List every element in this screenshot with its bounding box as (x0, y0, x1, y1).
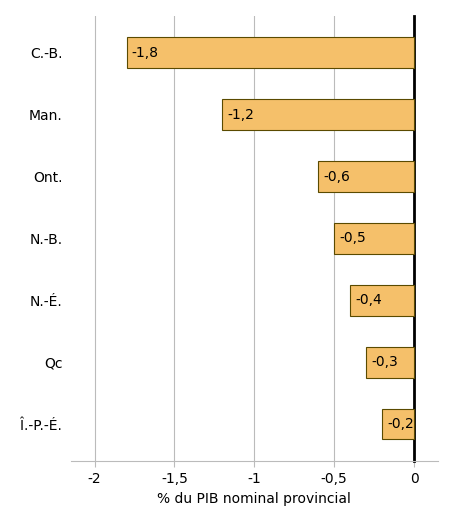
Bar (222, 99, 414, 130)
X-axis label: % du PIB nominal provincial: % du PIB nominal provincial (157, 492, 351, 506)
Bar (366, 347, 414, 378)
Text: -0,5: -0,5 (339, 232, 366, 245)
Bar (318, 161, 414, 192)
Bar (334, 223, 414, 254)
Text: -0,3: -0,3 (371, 355, 398, 369)
Text: -1,8: -1,8 (131, 46, 158, 60)
Bar (382, 409, 414, 440)
Text: -0,2: -0,2 (387, 417, 414, 431)
Text: -1,2: -1,2 (227, 108, 254, 122)
Bar (350, 285, 414, 316)
Text: -0,4: -0,4 (355, 293, 382, 307)
Bar (127, 37, 414, 68)
Text: -0,6: -0,6 (323, 170, 350, 183)
